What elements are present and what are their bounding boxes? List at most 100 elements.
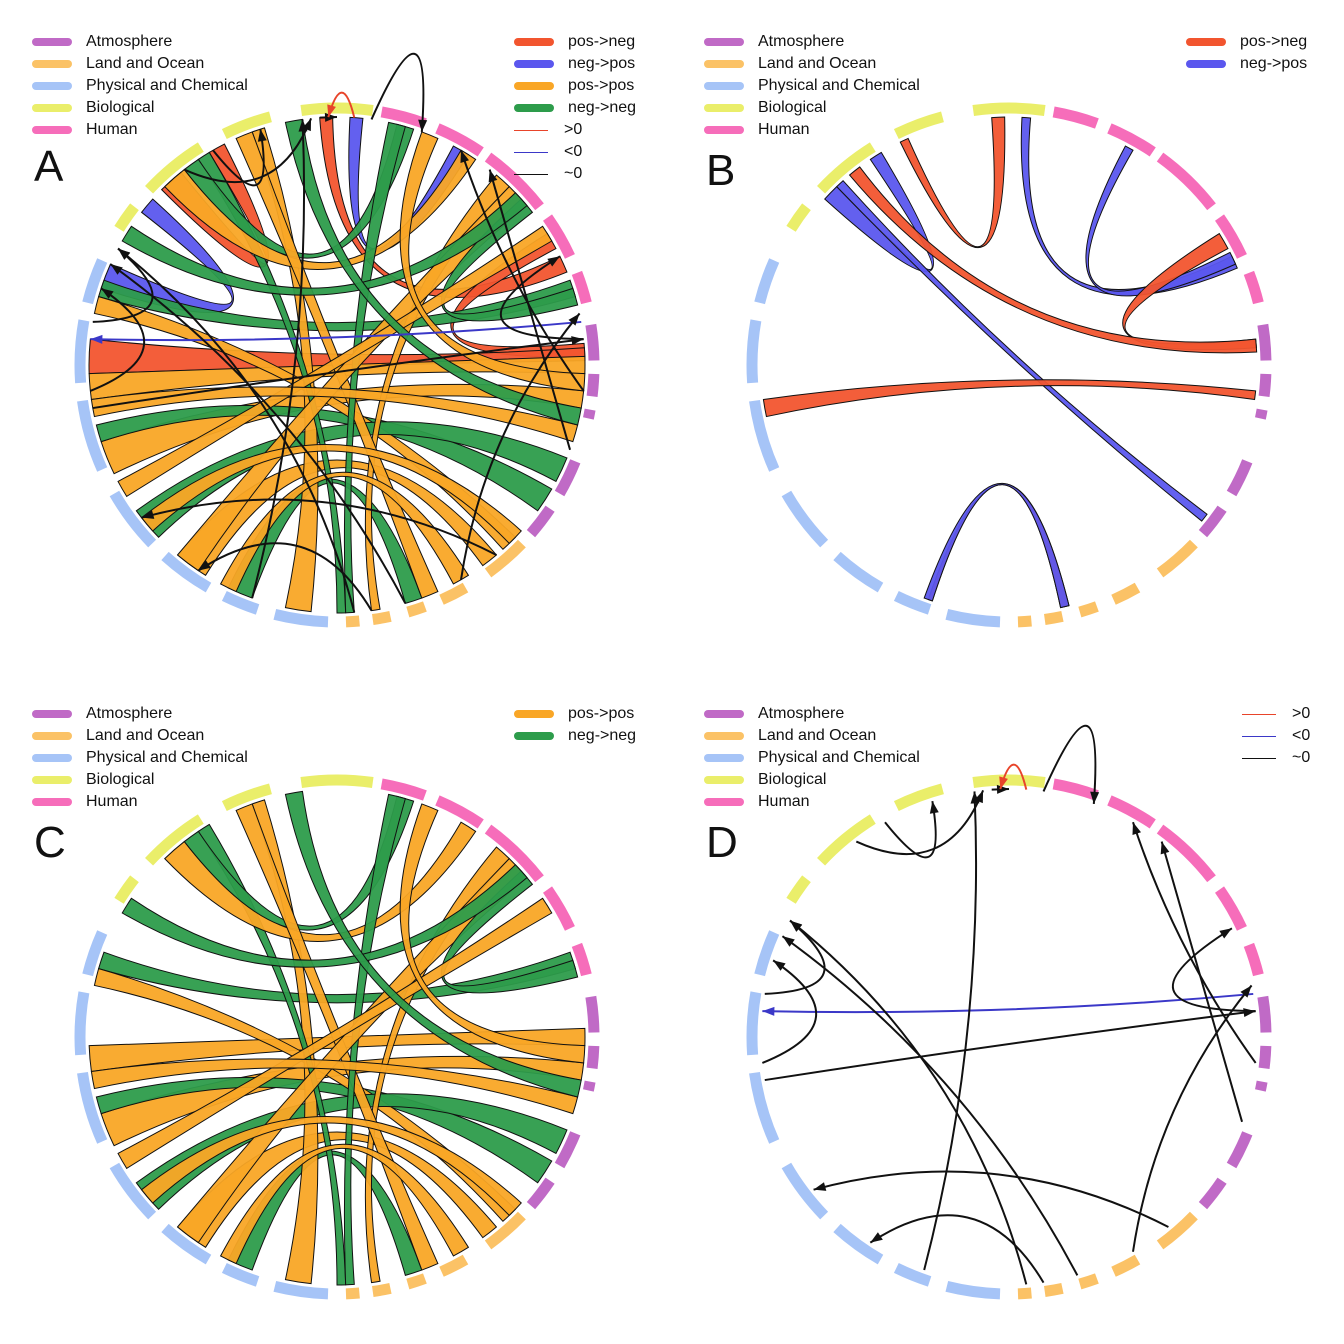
sector-arc [439,1254,469,1277]
sector-arc [74,991,90,1056]
arrowhead [870,1232,883,1243]
sector-arc [817,814,876,866]
sector-arc [746,319,762,384]
link-legend-item: ~0 [1242,747,1310,769]
sector-arc [371,1282,392,1297]
link-legend-label: >0 [564,121,583,138]
sector-arc [749,399,780,472]
chord-line [884,800,937,859]
sector-arc [221,591,260,615]
legend-swatch [704,60,744,68]
legend-item: Physical and Chemical [32,747,248,769]
category-legend: Atmosphere Land and Ocean Physical and Che… [32,31,248,141]
legend-swatch [32,754,72,762]
arrowhead [298,119,308,132]
legend-swatch [32,126,72,134]
legend-item: Biological [32,97,248,119]
legend-swatch [32,60,72,68]
legend-label: Atmosphere [86,705,173,722]
sector-arc [1078,1273,1099,1290]
legend-label: Biological [86,771,155,788]
legend-label: Human [758,793,810,810]
legend-label: Land and Ocean [86,55,205,72]
arrowhead [90,334,103,344]
arrowhead [547,256,560,267]
category-legend: Atmosphere Land and Ocean Physical and Che… [704,703,920,813]
sector-arc [300,774,374,788]
panel-letter: D [706,818,738,867]
sector-arc [109,1162,157,1220]
sector-arc [1156,539,1198,578]
sector-arc [484,152,544,211]
sector-arc [484,539,526,578]
chord-ribbon [140,444,523,545]
sector-arc [833,1223,884,1265]
link-legend-label: pos->pos [568,77,635,94]
legend-item: Biological [704,769,920,791]
legend-label: Atmosphere [86,33,173,50]
sector-arc [1257,995,1272,1033]
chord-ribbon [121,864,528,968]
legend-label: Biological [758,99,827,116]
link-legend-item: pos->pos [514,703,636,725]
sector-arc [1156,1211,1198,1250]
sector-arc [786,875,811,904]
link-legend-label: pos->neg [568,33,636,50]
chord-line [764,1010,1256,1082]
chord-line [89,287,145,392]
chord-ribbon [899,116,1006,248]
sector-arc [1017,1287,1032,1300]
legend-swatch [32,82,72,90]
sector-arc [893,111,944,139]
legend-swatch [704,38,744,46]
sector-arc [145,814,204,866]
chord-ribbon [399,803,586,1064]
sector-arc [781,490,829,548]
sector-arc [109,490,157,548]
category-legend: Atmosphere Land and Ocean Physical and Che… [704,31,920,141]
sector-arc [746,991,762,1056]
sector-arc [586,373,600,397]
legend-swatch [704,82,744,90]
legend-item: Atmosphere [32,31,248,53]
legend-item: Atmosphere [32,703,248,725]
arrowhead [198,560,211,571]
link-legend-item: pos->neg [1186,31,1307,53]
arrowhead [999,776,1008,790]
sector-arc [817,142,876,194]
sector-arc [833,551,884,593]
arrowhead [141,510,155,519]
legend-swatch [704,710,744,718]
sector-arc [380,778,427,801]
panel-letter: B [706,146,736,195]
link-legend-item: neg->pos [1186,53,1307,75]
sector-arc [221,783,272,811]
chord-ribbon [399,131,586,392]
sector-arc [1226,1131,1253,1169]
sector-arc [1258,1045,1272,1069]
sector-arc [1243,942,1264,977]
legend-item: Biological [704,97,920,119]
legend-swatch [704,126,744,134]
chord-ribbon [848,166,1258,354]
chord-line [1042,724,1097,805]
sector-arc [586,1045,600,1069]
sector-arc [161,1223,212,1265]
link-legend-swatch [1186,60,1226,68]
sector-arc [749,1071,780,1144]
panel-letter: C [34,818,66,867]
chord-line [762,992,1254,1014]
sector-arc [82,258,108,305]
sector-arc [1255,408,1268,420]
link-legend-swatch [1242,713,1276,715]
link-legend-item: pos->neg [514,31,636,53]
sector-arc [1258,373,1272,397]
chord-ribbon [836,179,1208,522]
link-legend-label: neg->neg [568,99,637,116]
sector-arc [893,783,944,811]
sector-arc [484,824,544,883]
legend-item: Human [32,791,248,813]
link-legend-swatch [514,38,554,46]
chord-diagram-d [746,724,1272,1300]
sector-arc [526,1177,555,1210]
